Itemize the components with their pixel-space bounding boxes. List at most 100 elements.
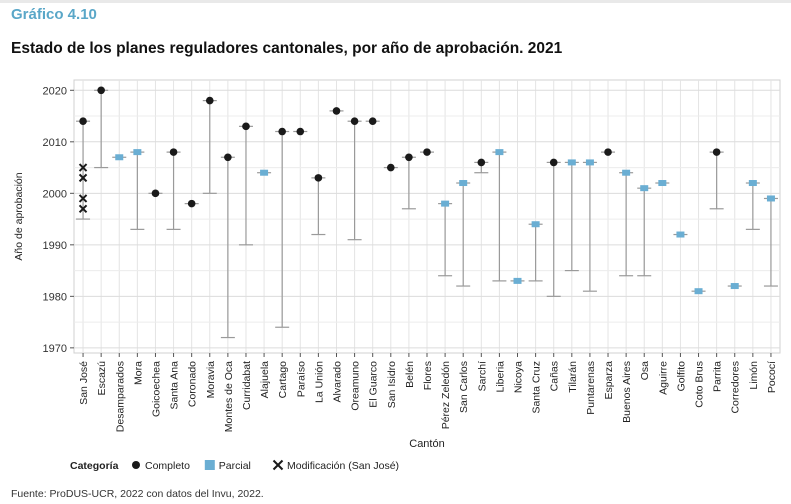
point-completo (712, 148, 721, 156)
x-tick-label: Coronado (187, 361, 199, 407)
point-parcial (260, 169, 269, 176)
point-parcial (441, 200, 450, 207)
x-tick-label: Mora (132, 361, 144, 385)
x-tick-label: Cartago (277, 361, 289, 399)
legend-marker-modificacion (272, 459, 284, 471)
x-tick-label: Limón (748, 361, 760, 390)
point-completo (332, 107, 341, 115)
x-tick-label: Montes de Oca (223, 361, 235, 432)
x-tick-label: Cañas (549, 361, 561, 391)
x-tick-label: Moravia (205, 361, 217, 399)
point-parcial (640, 185, 649, 192)
x-tick-label: Liberia (494, 361, 506, 393)
point-completo (314, 174, 323, 182)
point-completo (224, 153, 232, 162)
y-tick-label: 1980 (43, 291, 67, 303)
x-tick-label: Aguirre (657, 361, 669, 395)
point-completo (549, 158, 558, 167)
x-tick-label: La Unión (313, 361, 325, 403)
point-completo (151, 189, 160, 198)
x-tick-label: Golfito (675, 361, 687, 392)
point-completo (368, 117, 377, 126)
point-parcial (676, 231, 685, 238)
top-rule (0, 0, 791, 3)
legend-marker-completo (132, 461, 140, 469)
point-modificacion (78, 204, 88, 213)
x-tick-label: Buenos Aires (621, 361, 633, 423)
x-tick-label: Santa Ana (169, 361, 181, 410)
point-parcial (585, 159, 594, 166)
y-axis-label: Año de aprobación (13, 172, 25, 260)
x-tick-label: San Carlos (458, 361, 470, 413)
point-completo (242, 122, 250, 131)
legend-label-parcial: Parcial (219, 460, 251, 472)
x-tick-label: Oreamuno (350, 361, 362, 411)
x-tick-label: Pococí (766, 361, 778, 393)
x-tick-label: Pérez Zeledón (440, 361, 452, 429)
point-completo (278, 127, 286, 136)
y-tick-label: 1990 (43, 240, 67, 252)
x-tick-label: Belén (404, 361, 416, 388)
x-tick-label: Desamparados (114, 361, 126, 432)
point-completo (386, 163, 395, 172)
x-tick-label: Escazú (96, 361, 108, 396)
legend-label-modificacion: Modificación (San José) (287, 460, 399, 472)
x-tick-label: Corredores (730, 361, 742, 414)
x-tick-label: Nicoya (513, 361, 525, 393)
y-tick-label: 2010 (43, 137, 67, 149)
point-completo (350, 117, 359, 126)
x-tick-label: Esparza (603, 361, 615, 400)
source-note: Fuente: ProDUS-UCR, 2022 con datos del I… (11, 488, 264, 500)
point-parcial (567, 159, 576, 166)
x-tick-label: Santa Cruz (531, 361, 543, 414)
point-parcial (622, 169, 631, 176)
y-tick-label: 1970 (43, 343, 67, 355)
point-parcial (748, 180, 757, 187)
point-parcial (459, 180, 468, 187)
point-modificacion (78, 173, 88, 183)
point-completo (296, 127, 305, 136)
point-parcial (658, 180, 667, 187)
point-modificacion (78, 163, 88, 172)
point-parcial (766, 195, 775, 202)
x-tick-label: Curridabat (241, 361, 253, 410)
figure-label: Gráfico 4.10 (11, 6, 97, 23)
legend-title: Categoría (70, 460, 119, 472)
x-tick-label: Parrita (712, 361, 724, 392)
point-completo (604, 148, 612, 156)
y-tick-label: 2020 (43, 85, 67, 97)
point-completo (405, 153, 413, 162)
x-tick-label: Alvarado (331, 361, 343, 403)
point-completo (79, 117, 87, 126)
point-parcial (115, 154, 124, 161)
x-tick-label: Coto Brus (694, 361, 706, 408)
point-completo (97, 86, 105, 95)
x-tick-label: Goicoechea (150, 361, 162, 417)
point-completo (477, 158, 486, 167)
x-tick-label: San Isidro (386, 361, 398, 408)
y-tick-label: 2000 (43, 188, 67, 200)
point-parcial (694, 288, 703, 295)
point-parcial (531, 221, 540, 228)
x-axis-label: Cantón (409, 438, 444, 450)
point-parcial (513, 277, 522, 284)
point-completo (187, 199, 196, 208)
point-modificacion (78, 194, 88, 203)
point-completo (205, 96, 214, 105)
point-parcial (495, 149, 504, 156)
legend-marker-parcial (204, 460, 215, 470)
chart-title: Estado de los planes reguladores cantona… (11, 40, 563, 57)
x-tick-label: Tilarán (567, 361, 579, 393)
point-parcial (133, 149, 142, 156)
point-completo (169, 148, 178, 156)
x-tick-label: Sarchí (476, 361, 488, 391)
x-tick-label: San José (78, 361, 90, 405)
x-tick-label: Osa (639, 361, 651, 380)
legend-label-completo: Completo (145, 460, 190, 472)
point-parcial (730, 283, 739, 290)
x-tick-label: Flores (422, 361, 434, 390)
point-completo (423, 148, 431, 156)
x-tick-label: Alajuela (259, 361, 271, 399)
x-tick-label: El Guarco (368, 361, 380, 408)
